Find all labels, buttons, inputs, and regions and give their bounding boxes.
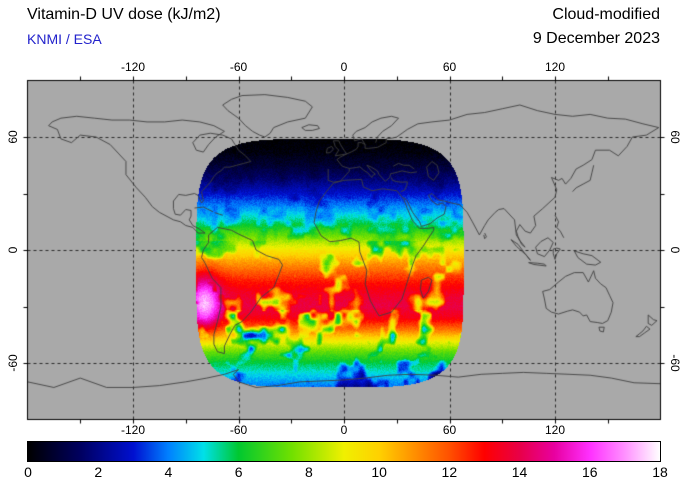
date-label: 9 December 2023 bbox=[532, 30, 660, 47]
colorbar-tick-label: 8 bbox=[304, 464, 313, 480]
colorbar-tick-label: 10 bbox=[371, 464, 387, 480]
lon-tick-label-bottom: 0 bbox=[340, 423, 348, 437]
lon-tick-label-top: 0 bbox=[340, 60, 348, 74]
lon-tick-label-top: -60 bbox=[229, 60, 248, 74]
colorbar-tick-label: 2 bbox=[94, 464, 103, 480]
lat-tick-label-left: 0 bbox=[6, 246, 20, 254]
header-right: Cloud-modified 9 December 2023 bbox=[533, 6, 660, 48]
lon-tick-label-top: 60 bbox=[442, 60, 457, 74]
lat-tick-label-right: -60 bbox=[668, 354, 682, 372]
colorbar-tick-label: 0 bbox=[24, 464, 32, 480]
colorbar-tick-label: 16 bbox=[581, 464, 598, 480]
lon-tick-label-bottom: 60 bbox=[442, 423, 457, 437]
colorbar-tick-label: 18 bbox=[652, 464, 668, 480]
lat-tick-label-right: 60 bbox=[668, 130, 682, 144]
colorbar-tick-label: 6 bbox=[234, 464, 243, 480]
lon-tick-label-top: -120 bbox=[120, 60, 146, 74]
colorbar bbox=[27, 441, 661, 462]
lat-tick-label-right: 0 bbox=[668, 246, 682, 254]
page-title: Vitamin-D UV dose (kJ/m2) bbox=[27, 6, 221, 23]
colorbar-tick-label: 14 bbox=[511, 464, 528, 480]
lon-tick-label-bottom: 120 bbox=[544, 423, 566, 437]
mode-label: Cloud-modified bbox=[552, 6, 660, 23]
colorbar-tick-label: 12 bbox=[441, 464, 458, 480]
lon-tick-label-bottom: -60 bbox=[229, 423, 248, 437]
lon-tick-label-bottom: -120 bbox=[120, 423, 146, 437]
lat-tick-label-left: 60 bbox=[6, 130, 20, 144]
colorbar-tick-label: 4 bbox=[164, 464, 173, 480]
header-left: Vitamin-D UV dose (kJ/m2) KNMI / ESA bbox=[27, 6, 221, 47]
lon-tick-label-top: 120 bbox=[544, 60, 566, 74]
credit-line: KNMI / ESA bbox=[27, 31, 102, 47]
lat-tick-label-left: -60 bbox=[6, 354, 20, 372]
